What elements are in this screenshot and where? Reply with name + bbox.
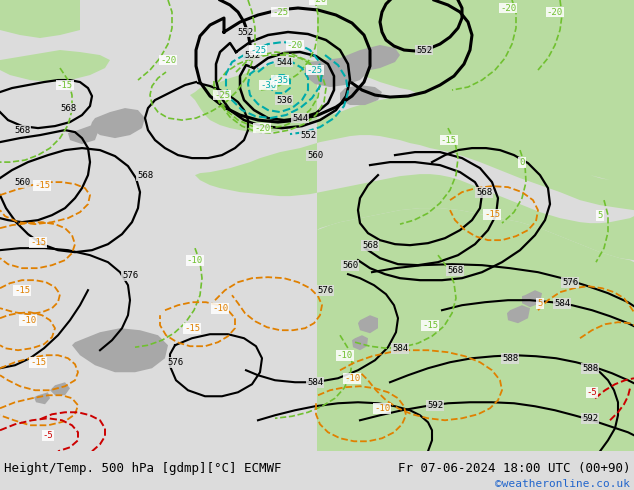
Text: 544: 544 [292,114,308,122]
Text: 560: 560 [307,150,323,160]
Text: -25: -25 [214,91,230,99]
Text: -10: -10 [20,316,36,325]
Text: 592: 592 [427,401,443,410]
Polygon shape [190,0,634,260]
Text: -15: -15 [441,136,457,145]
Text: 544: 544 [276,57,292,67]
Text: Fr 07-06-2024 18:00 UTC (00+90): Fr 07-06-2024 18:00 UTC (00+90) [398,462,630,475]
Text: -20: -20 [160,55,176,65]
Text: 560: 560 [342,261,358,270]
Text: 552: 552 [300,131,316,140]
Text: -5: -5 [42,431,53,440]
Text: -25: -25 [272,7,288,17]
Text: -15: -15 [57,80,73,90]
Text: 568: 568 [14,125,30,135]
Text: 5: 5 [537,299,543,308]
Text: 536: 536 [276,96,292,104]
Text: -20: -20 [500,3,516,13]
Polygon shape [522,290,542,307]
Text: 584: 584 [307,378,323,387]
Text: 568: 568 [447,266,463,275]
Text: -20: -20 [287,41,303,49]
Polygon shape [340,85,382,105]
Polygon shape [72,328,168,372]
Polygon shape [317,208,634,451]
Polygon shape [68,125,98,144]
Text: 576: 576 [562,278,578,287]
Text: 0: 0 [519,158,525,167]
Text: 588: 588 [502,354,518,363]
Text: 552: 552 [237,27,253,37]
Polygon shape [305,58,368,87]
Text: -20: -20 [547,7,563,17]
Polygon shape [50,382,70,395]
Text: 552: 552 [244,50,260,60]
Text: 576: 576 [122,270,138,280]
Text: Height/Temp. 500 hPa [gdmp][°C] ECMWF: Height/Temp. 500 hPa [gdmp][°C] ECMWF [4,462,281,475]
Text: -15: -15 [30,238,46,246]
Text: 588: 588 [582,364,598,373]
Text: 568: 568 [60,103,76,113]
Text: 576: 576 [167,358,183,367]
Text: -30: -30 [260,80,276,90]
Text: -20: -20 [310,0,326,4]
Polygon shape [507,305,530,323]
Text: -15: -15 [30,358,46,367]
Polygon shape [352,335,368,350]
Text: 584: 584 [554,299,570,308]
Text: -15: -15 [184,324,200,333]
Text: -10: -10 [212,304,228,313]
Text: 584: 584 [392,343,408,353]
Polygon shape [0,50,110,82]
Text: -25: -25 [250,46,266,54]
Text: -25: -25 [307,66,323,74]
Text: -5: -5 [586,388,597,397]
Text: -15: -15 [34,181,50,190]
Polygon shape [335,45,400,72]
Text: -10: -10 [187,256,203,265]
Text: 568: 568 [476,188,492,196]
Text: 552: 552 [416,46,432,54]
Text: 576: 576 [317,286,333,294]
Text: 592: 592 [582,414,598,423]
Text: -15: -15 [422,321,438,330]
Text: ©weatheronline.co.uk: ©weatheronline.co.uk [495,479,630,489]
Polygon shape [90,108,145,138]
Text: 560: 560 [14,177,30,187]
Text: -10: -10 [344,374,360,383]
Polygon shape [34,392,50,404]
Polygon shape [0,0,80,38]
Text: -35: -35 [272,75,288,85]
Text: 568: 568 [137,171,153,180]
Text: -10: -10 [374,404,390,413]
Text: -15: -15 [484,210,500,219]
Text: -10: -10 [337,351,353,360]
Polygon shape [358,315,378,333]
Text: 568: 568 [362,241,378,250]
Text: -15: -15 [14,286,30,294]
Text: -20: -20 [254,123,270,133]
Text: 5: 5 [597,211,603,220]
